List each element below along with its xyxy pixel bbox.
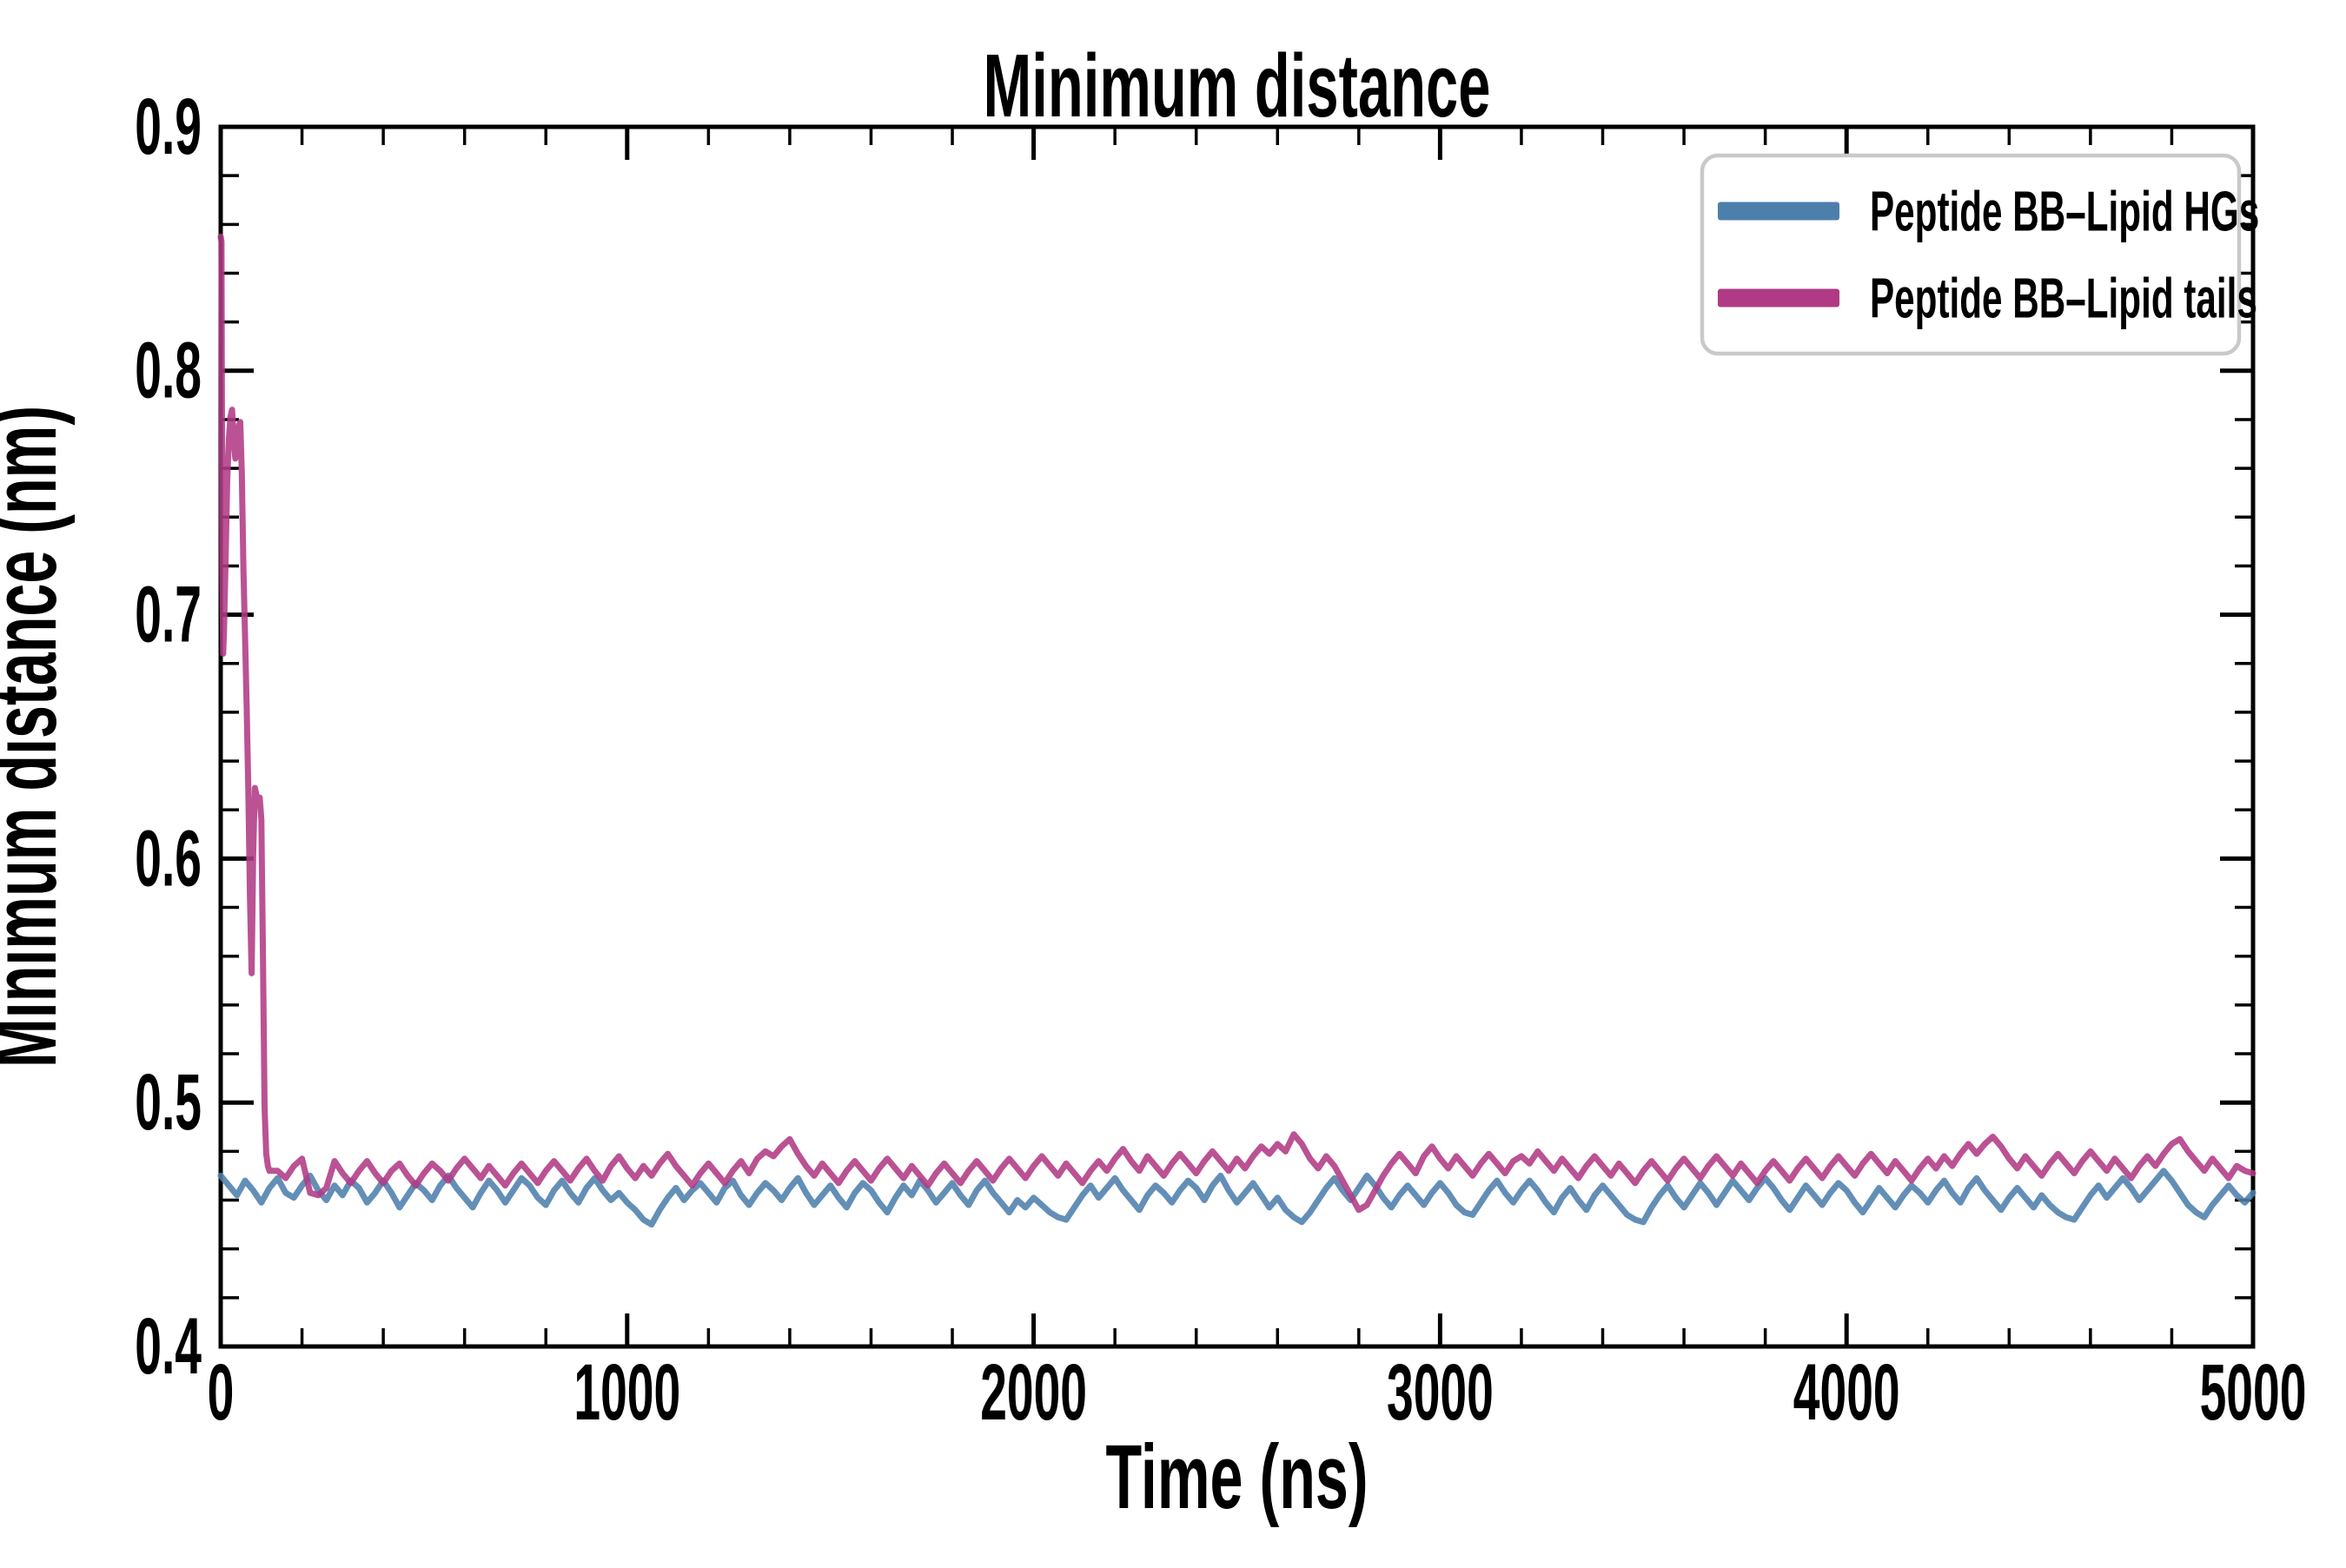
x-tick-label: 0 <box>208 1348 235 1438</box>
y-tick-label: 0.9 <box>135 82 202 171</box>
plot-spines <box>218 124 2256 1349</box>
legend-swatch-hgs <box>1718 202 1839 221</box>
legend-label-tails: Peptide BB–Lipid tails <box>1870 266 2257 330</box>
legend <box>1700 153 2242 356</box>
y-axis-label: Minimum distance (nm) <box>0 406 76 1068</box>
legend-label-hgs: Peptide BB–Lipid HGs <box>1870 179 2259 243</box>
y-tick-label: 0.8 <box>135 326 202 415</box>
series-line-peptide-bb-lipid-tails <box>217 233 2257 1214</box>
x-tick-label: 5000 <box>2200 1348 2307 1438</box>
x-tick-label: 3000 <box>1387 1348 1494 1438</box>
legend-label-hgs: Peptide BB–Lipid HGs <box>1870 179 2259 243</box>
series-line-peptide-bb-lipid-hgs <box>217 1168 2257 1228</box>
x-tick-label: 1000 <box>573 1348 680 1438</box>
y-tick-label: 0.8 <box>135 326 202 415</box>
x-tick-label: 5000 <box>2200 1348 2307 1438</box>
x-tick-label: 4000 <box>1793 1348 1900 1438</box>
y-tick-label: 0.6 <box>135 814 202 903</box>
tick-marks <box>218 124 2256 1349</box>
x-axis-label: Time (ns) <box>1105 1426 1368 1527</box>
y-tick-label: 0.9 <box>135 82 202 171</box>
y-tick-label: 0.7 <box>135 570 202 659</box>
y-tick-label: 0.5 <box>135 1058 202 1148</box>
y-tick-label: 0.4 <box>135 1301 202 1391</box>
y-tick-label: 0.5 <box>135 1058 202 1148</box>
y-tick-label: 0.4 <box>135 1301 202 1391</box>
legend-label-tails: Peptide BB–Lipid tails <box>1870 266 2257 330</box>
x-tick-label: 0 <box>208 1348 235 1438</box>
plot-title: Minimum distance <box>983 36 1490 136</box>
y-tick-label: 0.6 <box>135 814 202 903</box>
x-tick-label: 3000 <box>1387 1348 1494 1438</box>
x-tick-label: 2000 <box>980 1348 1087 1438</box>
x-tick-label: 2000 <box>980 1348 1087 1438</box>
x-tick-label: 1000 <box>573 1348 680 1438</box>
y-tick-label: 0.7 <box>135 570 202 659</box>
x-axis-label: Time (ns) <box>1105 1426 1368 1527</box>
y-axis-label: Minimum distance (nm) <box>0 406 76 1068</box>
plot-title: Minimum distance <box>983 36 1490 136</box>
legend-swatch-tails <box>1718 288 1839 308</box>
x-tick-label: 4000 <box>1793 1348 1900 1438</box>
